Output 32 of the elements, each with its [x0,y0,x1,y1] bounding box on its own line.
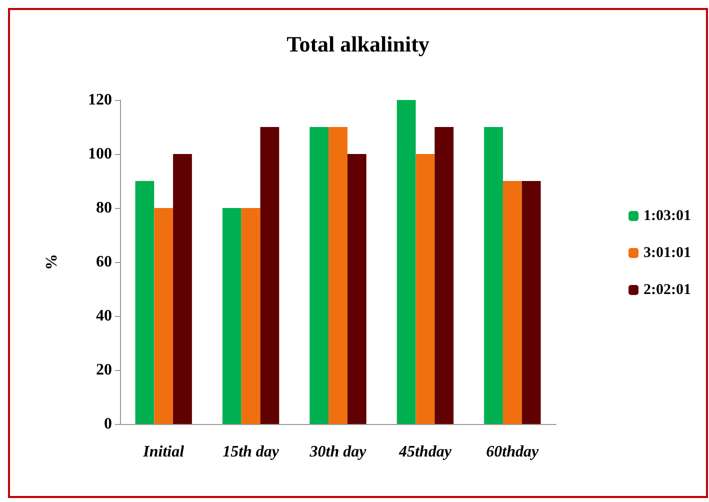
bar [396,100,416,424]
bar [260,127,280,424]
bar [522,181,541,424]
bar [222,208,242,424]
bar [310,127,329,424]
bar [241,208,260,424]
chart-title: Total alkalinity [286,32,430,56]
legend-label: 2:02:01 [644,282,692,298]
x-tick-label: 45thday [398,444,452,460]
legend-label: 3:01:01 [644,245,692,261]
bar [502,181,522,424]
y-axis-title: % [44,254,60,270]
legend-label: 1:03:01 [644,208,692,224]
y-tick-label: 60 [96,254,112,270]
bar [135,181,154,424]
y-tick-label: 20 [96,362,112,378]
bar [347,154,366,424]
bar [484,127,503,424]
x-tick-label: 30th day [308,444,368,460]
bar [416,154,435,424]
x-tick-label: 60thday [486,444,540,460]
y-tick-label: 0 [104,416,112,432]
bar [154,208,174,424]
x-tick-label: Initial [142,444,185,460]
y-tick-label: 80 [96,200,112,216]
y-tick-label: 120 [88,92,112,108]
bar [173,154,192,424]
x-tick-label: 15th day [222,444,280,460]
bar [434,127,454,424]
y-tick-label: 100 [88,146,112,162]
y-tick-label: 40 [96,308,112,324]
bar [328,127,348,424]
